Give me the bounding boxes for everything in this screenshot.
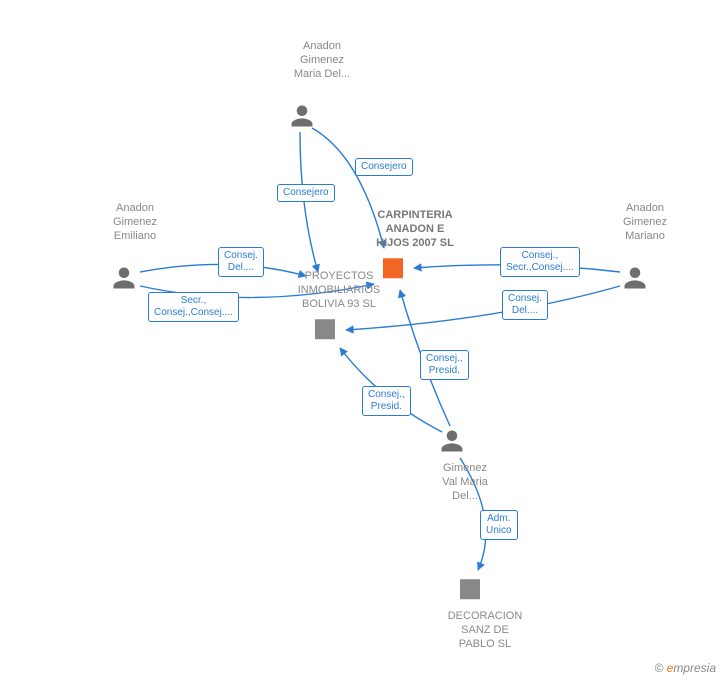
person-label: Anadon Gimenez Maria Del... [282, 40, 362, 81]
person-label: Anadon Gimenez Emiliano [94, 202, 176, 243]
person-icon [110, 264, 138, 292]
edges-layer [0, 0, 728, 685]
diagram-canvas: Anadon Gimenez Maria Del... Anadon Gimen… [0, 0, 728, 685]
edge-label: Consej. Del.... [502, 290, 548, 320]
edge-label: Consej., Presid. [420, 350, 469, 380]
person-label: Gimenez Val Maria Del... [430, 462, 500, 503]
person-label: Anadon Gimenez Mariano [607, 202, 683, 243]
building-icon [455, 573, 485, 603]
edge-label: Consejero [355, 158, 413, 176]
edge [300, 132, 318, 272]
edge-label: Secr., Consej.,Consej.... [148, 292, 239, 322]
watermark-brand: mpresia [673, 661, 716, 675]
edge-label: Adm. Unico [480, 510, 518, 540]
person-icon [621, 264, 649, 292]
copyright-symbol: © [654, 661, 663, 675]
edge-label: Consej., Presid. [362, 386, 411, 416]
company-label: PROYECTOS INMOBILIARIOS BOLIVIA 93 SL [289, 270, 389, 311]
company-label: DECORACION SANZ DE PABLO SL [440, 610, 530, 651]
person-icon [288, 102, 316, 130]
person-icon [438, 427, 466, 455]
watermark: © empresia [654, 661, 716, 675]
edge-label: Consejero [277, 184, 335, 202]
company-label: CARPINTERIA ANADON E HIJOS 2007 SL [360, 209, 470, 250]
edge-label: Consej., Secr.,Consej.... [500, 247, 580, 277]
building-icon [310, 313, 340, 343]
edge-label: Consej. Del.... [218, 247, 264, 277]
